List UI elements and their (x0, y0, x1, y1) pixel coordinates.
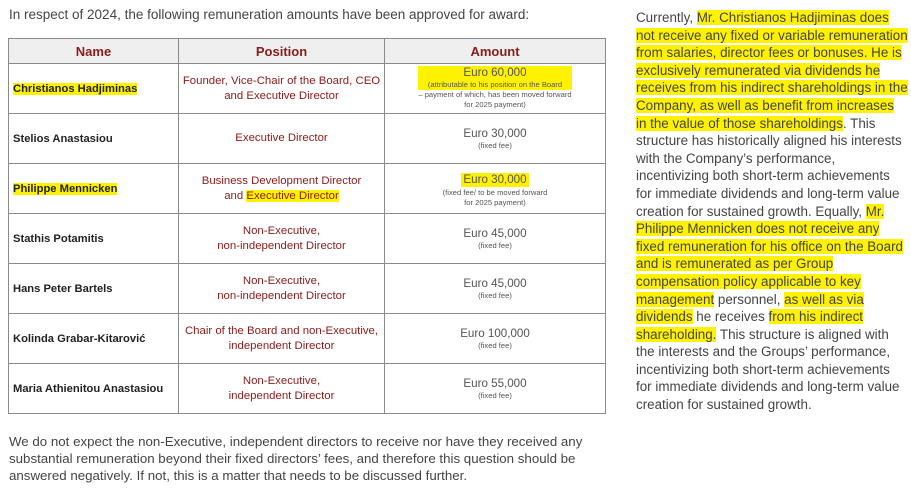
amount-note: (fixed fee) (478, 340, 512, 350)
name-text: Hans Peter Bartels (13, 282, 113, 295)
table-row: Philippe Mennicken Business Development … (8, 163, 606, 214)
side-text: he receives (692, 309, 769, 325)
amount-cell: Euro 60,000 (attributable to his positio… (384, 63, 606, 114)
intro-text: In respect of 2024, the following remune… (9, 7, 530, 22)
position-line: non-independent Director (217, 239, 346, 252)
position-cell: Founder, Vice-Chair of the Board, CEO and… (178, 63, 385, 114)
name-cell: Philippe Mennicken (8, 163, 179, 214)
position-cell: Executive Director (178, 113, 385, 164)
position-line: Business Development Director (201, 174, 362, 187)
side-text: Currently, (636, 10, 697, 25)
side-paragraph: Currently, Mr. Christianos Hadjiminas do… (636, 9, 908, 414)
amount-note: (attributable to his position on the Boa… (427, 79, 563, 89)
position-line: Non-Executive, (242, 224, 321, 237)
amount-note: for 2025 payment) (464, 197, 526, 207)
table-row: Stelios Anastasiou Executive Director Eu… (8, 113, 606, 164)
side-text: This structure is aligned with the inter… (636, 326, 900, 413)
position-cell: Non-Executive, independent Director (178, 363, 385, 414)
name-text: Maria Athienitou Anastasiou (13, 382, 164, 395)
position-cell: Chair of the Board and non-Executive, ind… (178, 313, 385, 364)
header-position: Position (178, 38, 385, 64)
header-name: Name (8, 38, 179, 64)
amount-value: Euro 45,000 (463, 276, 527, 290)
name-cell: Maria Athienitou Anastasiou (8, 363, 179, 414)
name-cell: Christianos Hadjiminas (8, 63, 179, 114)
name-text: Kolinda Grabar-Kitarović (13, 332, 146, 345)
amount-cell: Euro 30,000 (fixed fee) (384, 113, 606, 164)
position-line: Chair of the Board and non-Executive, (184, 324, 379, 337)
table-row: Maria Athienitou Anastasiou Non-Executiv… (8, 363, 606, 414)
amount-value: Euro 30,000 (461, 172, 529, 187)
closing-paragraph: We do not expect the non-Executive, inde… (9, 434, 583, 483)
position-line: Non-Executive, (242, 374, 321, 387)
side-highlight: Mr. Christianos Hadjiminas does not rece… (636, 10, 908, 131)
name-cell: Stathis Potamitis (8, 213, 179, 264)
amount-cell: Euro 100,000 (fixed fee) (384, 313, 606, 364)
amount-cell: Euro 30,000 (fixed fee/ to be moved forw… (384, 163, 606, 214)
name-text: Stelios Anastasiou (13, 132, 113, 145)
name-cell: Kolinda Grabar-Kitarović (8, 313, 179, 364)
position-line: Founder, Vice-Chair of the Board, CEO (182, 74, 381, 87)
name-text: Stathis Potamitis (13, 232, 104, 245)
amount-note: (fixed fee) (478, 390, 512, 400)
name-cell: Stelios Anastasiou (8, 113, 179, 164)
amount-note: (fixed fee/ to be moved forward (442, 187, 548, 197)
table-row: Hans Peter Bartels Non-Executive, non-ind… (8, 263, 606, 314)
header-amount: Amount (384, 38, 606, 64)
position-line: and Executive Director (224, 89, 339, 102)
amount-value: Euro 30,000 (463, 126, 527, 140)
table-row: Kolinda Grabar-Kitarović Chair of the Bo… (8, 313, 606, 364)
amount-note: – payment of which, has been moved forwa… (418, 89, 572, 99)
position-line: Non-Executive, (242, 274, 321, 287)
position-line: independent Director (228, 389, 335, 402)
position-cell: Business Development Director and Executi… (178, 163, 385, 214)
amount-note: (fixed fee) (478, 240, 512, 250)
remuneration-table: Name Position Amount Christianos Hadjimi… (8, 38, 606, 414)
amount-value: Euro 60,000 (463, 65, 527, 79)
amount-value: Euro 100,000 (460, 326, 530, 340)
amount-value: Euro 45,000 (463, 226, 527, 240)
amount-value: Euro 55,000 (463, 376, 527, 390)
amount-cell: Euro 45,000 (fixed fee) (384, 213, 606, 264)
name-text: Philippe Mennicken (13, 182, 118, 195)
amount-note: (fixed fee) (478, 290, 512, 300)
position-line: independent Director (228, 339, 335, 352)
table-row: Stathis Potamitis Non-Executive, non-inde… (8, 213, 606, 264)
position-line: and (224, 189, 247, 202)
table-row: Christianos Hadjiminas Founder, Vice-Cha… (8, 63, 606, 114)
table-header-row: Name Position Amount (8, 38, 606, 64)
amount-cell: Euro 45,000 (fixed fee) (384, 263, 606, 314)
position-line: non-independent Director (217, 289, 346, 302)
amount-note: for 2025 payment) (464, 99, 526, 109)
position-highlight: Executive Director (246, 189, 339, 202)
position-line: Executive Director (235, 132, 328, 144)
name-cell: Hans Peter Bartels (8, 263, 179, 314)
side-text: . This structure has historically aligne… (636, 115, 902, 219)
position-cell: Non-Executive, non-independent Director (178, 263, 385, 314)
side-text: personnel, (714, 291, 785, 307)
amount-cell: Euro 55,000 (fixed fee) (384, 363, 606, 414)
name-text: Christianos Hadjiminas (13, 82, 138, 95)
position-cell: Non-Executive, non-independent Director (178, 213, 385, 264)
amount-note: (fixed fee) (478, 140, 512, 150)
